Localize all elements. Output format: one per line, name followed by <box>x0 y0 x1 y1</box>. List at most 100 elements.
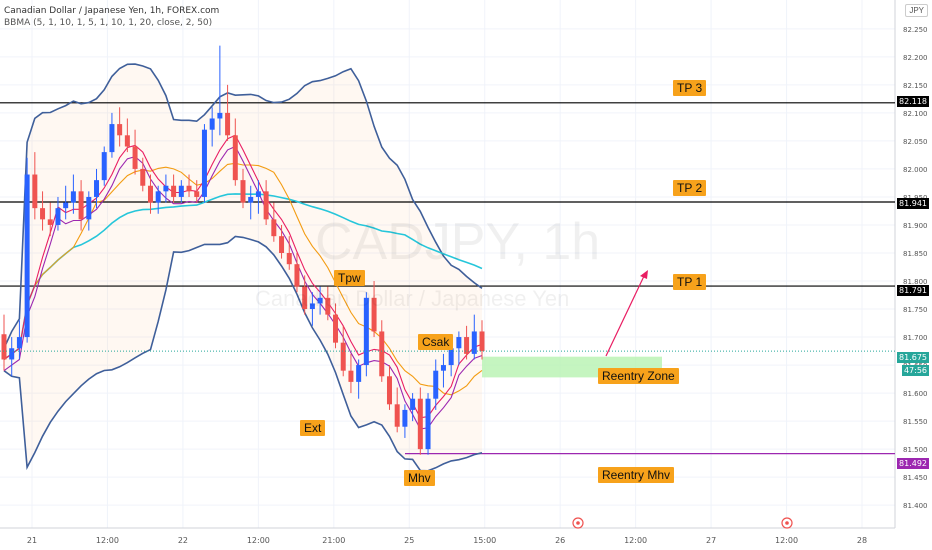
candle-body <box>209 118 215 130</box>
reentry-zone-label: Reentry Zone <box>598 368 679 384</box>
tpw-label: Tpw <box>334 270 365 286</box>
x-tick-label: 21:00 <box>322 536 345 545</box>
tp2-label: TP 2 <box>673 180 707 196</box>
indicator-legend[interactable]: BBMA (5, 1, 10, 1, 5, 1, 10, 1, 20, clos… <box>4 18 213 28</box>
candle-body <box>24 174 30 338</box>
candle-body <box>464 337 470 354</box>
y-tick-label: 82.100 <box>903 110 928 118</box>
candle-body <box>248 196 254 203</box>
candle-body <box>47 219 53 225</box>
candle-body <box>171 185 177 197</box>
economic-event-dot <box>576 521 580 525</box>
watermark-symbol: CADJPY, 1h <box>315 213 601 271</box>
target-arrow-head <box>640 270 648 279</box>
y-tick-label: 82.200 <box>903 54 928 62</box>
mhv-label: Mhv <box>404 470 435 486</box>
x-tick-label: 12:00 <box>775 536 798 545</box>
candle-body <box>371 297 377 332</box>
candle-body <box>124 135 130 147</box>
candle-body <box>271 219 277 237</box>
candle-body <box>147 185 153 203</box>
x-tick-label: 12:00 <box>96 536 119 545</box>
candle-body <box>217 112 223 119</box>
candle-body <box>155 191 161 203</box>
reentry-mhv-label: Reentry Mhv <box>598 467 675 483</box>
ma5-high-line <box>3 134 483 419</box>
ext-label: Ext <box>300 420 326 436</box>
candle-body <box>186 185 192 192</box>
candle-body <box>201 129 207 197</box>
y-tick-label: 82.000 <box>903 166 928 174</box>
candle-body <box>363 297 369 366</box>
candle-body <box>178 185 184 197</box>
y-tick-label: 82.150 <box>903 82 928 90</box>
candle-body <box>140 168 146 186</box>
candle-body <box>55 208 61 225</box>
candle-body <box>255 191 261 197</box>
candle-body <box>263 191 269 220</box>
currency-badge[interactable]: JPY <box>905 4 928 17</box>
symbol-title[interactable]: Canadian Dollar / Japanese Yen, 1h, FORE… <box>4 6 220 16</box>
candle-body <box>132 146 138 169</box>
candle-body <box>348 370 354 382</box>
price-label-tp1: 81.791 <box>897 285 929 296</box>
candle-body <box>471 331 477 354</box>
y-tick-label: 82.050 <box>903 138 928 146</box>
bollinger-band-fill <box>4 64 482 471</box>
y-tick-label: 81.450 <box>903 474 928 482</box>
candle-body <box>448 348 454 366</box>
candle-body <box>402 409 408 427</box>
candle-body <box>394 404 400 427</box>
csak-label: Csak <box>418 334 454 350</box>
countdown-label: 47:56 <box>901 365 929 376</box>
candle-body <box>386 376 392 405</box>
price-label-tp3: 82.118 <box>897 96 929 107</box>
y-tick-label: 82.250 <box>903 26 928 34</box>
candle-body <box>379 331 385 377</box>
candle-body <box>9 348 15 360</box>
y-tick-label: 81.700 <box>903 334 928 342</box>
price-label-tp2: 81.941 <box>897 198 929 209</box>
x-tick-label: 22 <box>178 536 188 545</box>
x-tick-label: 26 <box>555 536 565 545</box>
y-tick-label: 81.900 <box>903 222 928 230</box>
tp1-label: TP 1 <box>673 274 707 290</box>
candle-body <box>410 398 416 410</box>
candle-body <box>286 252 292 265</box>
candle-body <box>109 124 115 153</box>
watermark-name: Canadian Dollar / Japanese Yen <box>255 286 570 311</box>
y-tick-label: 81.600 <box>903 390 928 398</box>
bb-upper-line <box>3 63 483 349</box>
candle-body <box>456 337 462 349</box>
economic-event-dot <box>785 521 789 525</box>
candle-body <box>16 337 22 349</box>
x-tick-label: 15:00 <box>473 536 496 545</box>
y-tick-label: 81.950 <box>903 194 928 202</box>
candle-body <box>86 196 92 220</box>
candle-body <box>163 185 169 192</box>
price-label-current: 81.675 <box>897 352 929 363</box>
candle-body <box>479 331 485 352</box>
candle-body <box>232 135 238 181</box>
candle-body <box>333 314 339 343</box>
x-tick-label: 28 <box>857 536 867 545</box>
candle-body <box>294 264 300 287</box>
y-tick-label: 81.550 <box>903 418 928 426</box>
candle-body <box>40 208 46 220</box>
candle-body <box>325 297 331 315</box>
ma5-low-line <box>3 145 483 430</box>
candle-body <box>70 191 76 203</box>
candle-body <box>1 334 7 360</box>
candle-body <box>425 398 431 450</box>
candle-body <box>317 297 323 304</box>
candle-body <box>117 124 123 136</box>
candle-body <box>78 191 84 220</box>
candle-body <box>94 180 100 197</box>
candle-body <box>440 365 446 371</box>
candle-body <box>225 112 231 136</box>
candle-body <box>194 191 200 197</box>
candle-body <box>433 370 439 399</box>
y-tick-label: 81.400 <box>903 502 928 510</box>
